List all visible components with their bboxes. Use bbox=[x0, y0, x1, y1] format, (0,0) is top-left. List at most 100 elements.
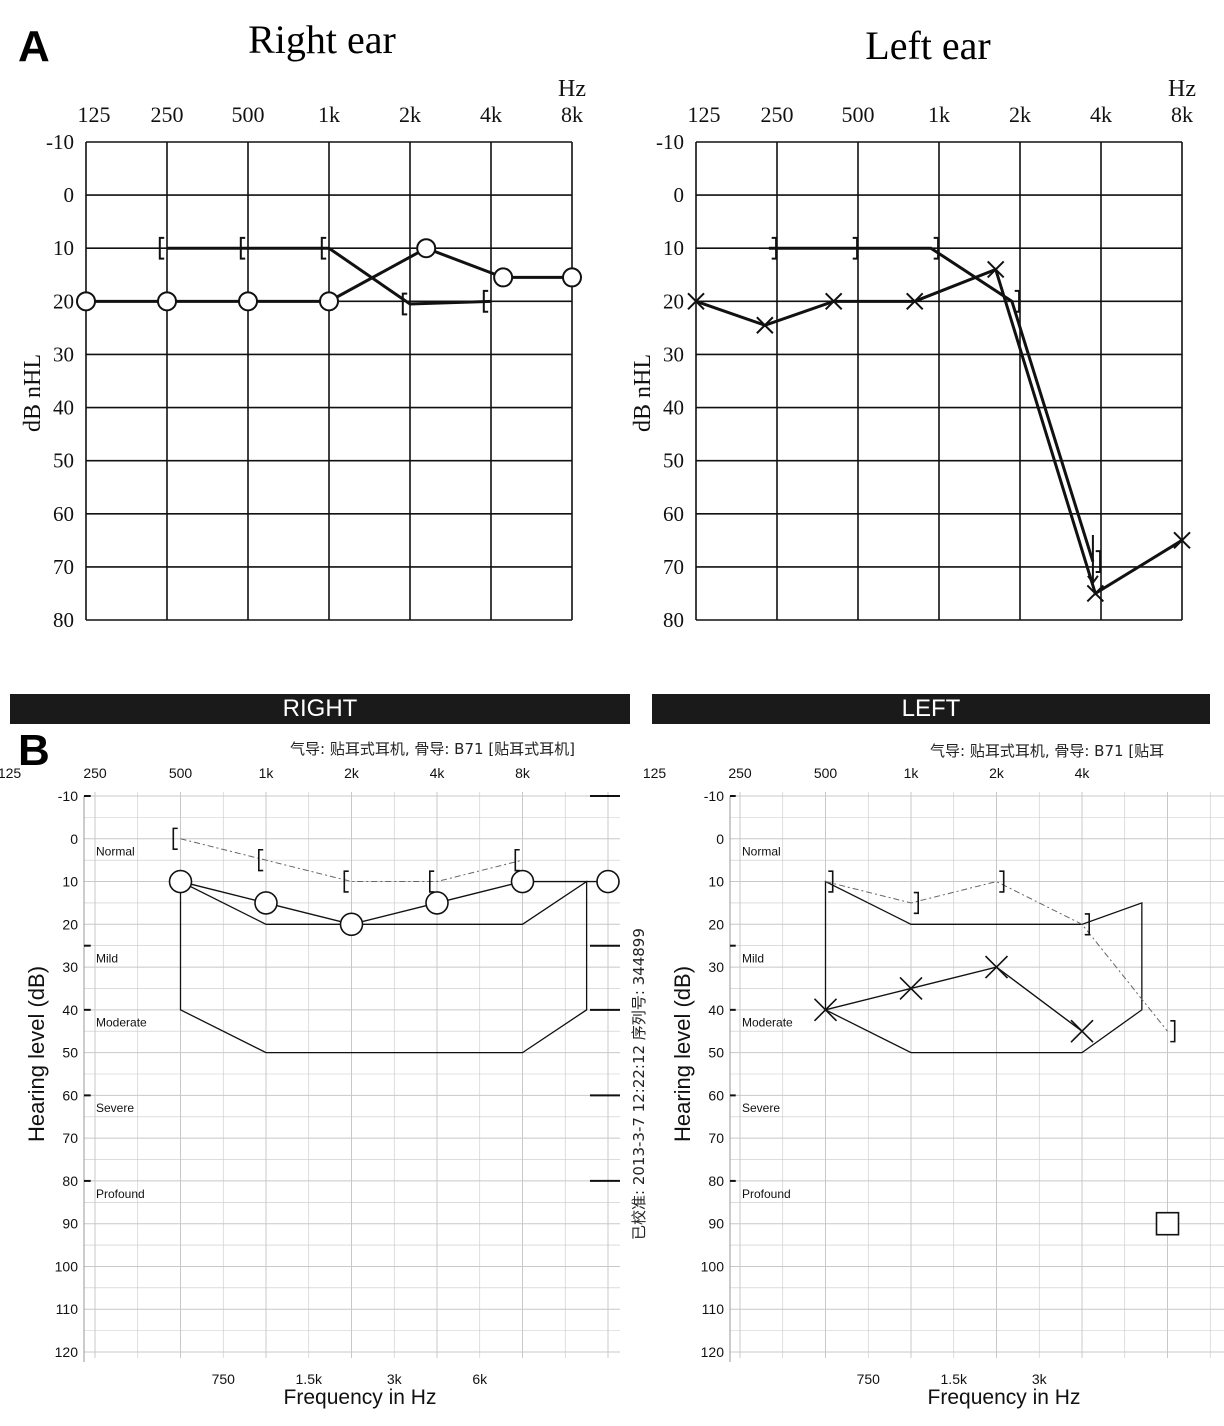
data-point bbox=[771, 236, 778, 260]
degree-band-label: Moderate bbox=[96, 1016, 147, 1030]
data-point bbox=[172, 827, 178, 850]
y-tick-label: 30 bbox=[62, 959, 78, 975]
data-point bbox=[339, 912, 364, 937]
x-tick-label: 2k bbox=[344, 765, 360, 781]
no-response-arrow bbox=[1087, 535, 1099, 585]
y-tick-label: 110 bbox=[702, 1301, 725, 1317]
y-tick-label: -10 bbox=[58, 788, 78, 804]
y-tick-label: -10 bbox=[46, 130, 74, 154]
y-tick-label: 100 bbox=[55, 1258, 79, 1274]
data-point bbox=[986, 260, 1005, 279]
y-tick-label: 80 bbox=[663, 608, 684, 632]
x-minor-label: 1.5k bbox=[941, 1371, 968, 1387]
y-tick-label: 50 bbox=[663, 449, 684, 473]
degree-band-label: Severe bbox=[96, 1101, 134, 1115]
y-tick-label: 20 bbox=[663, 289, 684, 313]
x-tick-label: 125 bbox=[643, 765, 667, 781]
data-point bbox=[1095, 550, 1102, 573]
data-point bbox=[1173, 531, 1191, 550]
y-tick-label: 40 bbox=[708, 1002, 724, 1018]
y-axis-label: dB nHL bbox=[630, 354, 656, 432]
x-axis-label: Frequency in Hz bbox=[284, 1386, 437, 1409]
data-point bbox=[1086, 584, 1105, 603]
data-point bbox=[514, 848, 520, 872]
data-point bbox=[510, 869, 535, 894]
series-line bbox=[167, 246, 492, 306]
degree-band-label: Severe bbox=[742, 1101, 780, 1115]
data-point bbox=[933, 236, 940, 260]
x-tick-label: 250 bbox=[728, 765, 752, 781]
x-minor-label: 750 bbox=[857, 1371, 881, 1387]
y-tick-label: 50 bbox=[62, 1045, 78, 1061]
data-point bbox=[813, 998, 838, 1022]
x-minor-label: 3k bbox=[387, 1371, 403, 1387]
x-tick-label: 1k bbox=[259, 765, 275, 781]
x-unit-label: Hz bbox=[1168, 76, 1196, 102]
data-point bbox=[258, 848, 264, 872]
data-point bbox=[343, 870, 349, 893]
data-point bbox=[157, 291, 177, 312]
y-tick-label: 0 bbox=[64, 183, 75, 207]
y-tick-label: 120 bbox=[55, 1344, 79, 1360]
x-axis-label: Frequency in Hz bbox=[928, 1386, 1081, 1409]
x-tick-label: 500 bbox=[232, 102, 265, 127]
x-tick-label: 8k bbox=[561, 102, 583, 127]
y-tick-label: 0 bbox=[716, 831, 724, 847]
data-point bbox=[425, 891, 449, 915]
data-point bbox=[416, 238, 437, 259]
data-point bbox=[852, 236, 859, 260]
y-tick-label: 0 bbox=[674, 183, 685, 207]
data-point bbox=[401, 292, 408, 316]
data-point bbox=[596, 869, 620, 894]
x-tick-label: 4k bbox=[1090, 102, 1112, 127]
series-line bbox=[825, 881, 1168, 1032]
degree-band-label: Normal bbox=[96, 845, 135, 859]
x-tick-label: 500 bbox=[169, 765, 193, 781]
y-tick-label: 100 bbox=[701, 1258, 725, 1274]
degree-band-label: Profound bbox=[742, 1187, 791, 1201]
y-tick-label: 10 bbox=[62, 874, 78, 890]
data-point bbox=[562, 267, 582, 288]
degree-band-label: Mild bbox=[742, 952, 764, 966]
data-point bbox=[158, 236, 165, 260]
x-tick-label: 4k bbox=[480, 102, 502, 127]
y-tick-label: 60 bbox=[708, 1087, 724, 1103]
data-point bbox=[168, 869, 193, 894]
x-tick-label: 2k bbox=[399, 102, 421, 127]
x-tick-label: 1k bbox=[318, 102, 340, 127]
panel-a-right-title: Right ear bbox=[248, 17, 396, 62]
y-tick-label: 90 bbox=[62, 1216, 78, 1232]
y-tick-label: 50 bbox=[708, 1045, 724, 1061]
y-tick-label: 90 bbox=[708, 1216, 724, 1232]
x-tick-label: 125 bbox=[78, 102, 111, 127]
degree-band-label: Moderate bbox=[742, 1016, 793, 1030]
degree-band-label: Mild bbox=[96, 952, 118, 966]
x-tick-label: 8k bbox=[1171, 102, 1193, 127]
data-point bbox=[1170, 1020, 1176, 1043]
panel-a-left-title: Left ear bbox=[865, 23, 991, 68]
x-tick-label: 250 bbox=[83, 765, 107, 781]
y-axis-label: Hearing level (dB) bbox=[670, 966, 695, 1142]
data-point bbox=[984, 955, 1009, 979]
data-point bbox=[1070, 1019, 1094, 1043]
x-tick-label: 250 bbox=[761, 102, 794, 127]
data-point bbox=[482, 289, 489, 313]
data-point bbox=[756, 316, 774, 334]
x-tick-label: 125 bbox=[0, 765, 21, 781]
degree-band-label: Profound bbox=[96, 1187, 145, 1201]
y-tick-label: 10 bbox=[663, 236, 684, 260]
y-tick-label: 40 bbox=[62, 1002, 78, 1018]
y-tick-label: 120 bbox=[701, 1344, 725, 1360]
y-tick-label: 20 bbox=[62, 916, 78, 932]
data-point bbox=[1155, 1211, 1180, 1236]
x-tick-label: 500 bbox=[842, 102, 875, 127]
x-minor-label: 6k bbox=[472, 1371, 488, 1387]
degree-band-label: Normal bbox=[742, 845, 781, 859]
y-tick-label: 80 bbox=[708, 1173, 724, 1189]
y-tick-label: 60 bbox=[663, 502, 684, 526]
y-axis-label: dB nHL bbox=[20, 354, 46, 432]
y-tick-label: 70 bbox=[663, 555, 684, 579]
